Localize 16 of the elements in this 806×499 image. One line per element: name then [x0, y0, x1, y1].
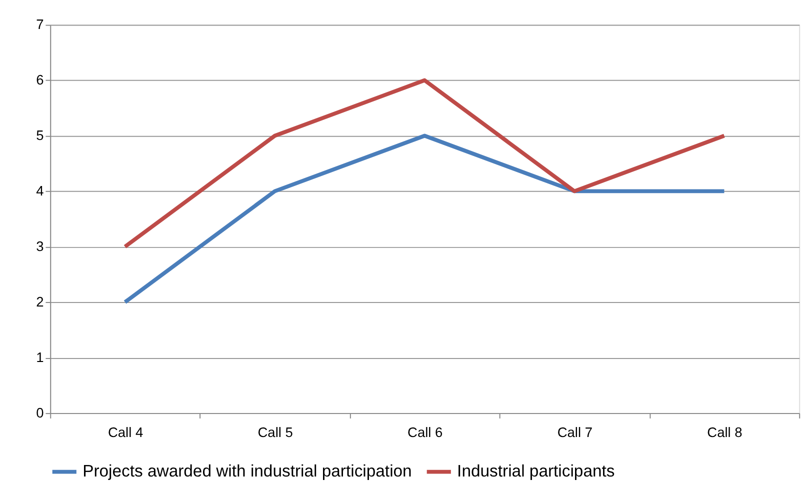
y-tick-label: 6 [36, 72, 44, 88]
x-tick-label: Call 6 [408, 425, 444, 440]
x-tick-label: Call 8 [707, 425, 743, 440]
y-tick-label: 4 [36, 184, 44, 199]
x-tick-label: Call 4 [108, 425, 144, 440]
x-tick-label: Call 5 [258, 425, 294, 440]
line-series [123, 78, 726, 249]
y-tick-label: 2 [36, 294, 44, 310]
legend-label: Industrial participants [457, 462, 615, 481]
y-tick-label: 0 [36, 405, 44, 420]
y-tick-label: 3 [36, 239, 44, 254]
legend-label: Projects awarded with industrial participation [82, 462, 412, 481]
y-tick-label: 7 [36, 17, 44, 32]
y-tick-label: 1 [36, 350, 44, 366]
x-tick-label: Call 7 [557, 425, 592, 440]
y-tick-label: 5 [36, 128, 44, 144]
